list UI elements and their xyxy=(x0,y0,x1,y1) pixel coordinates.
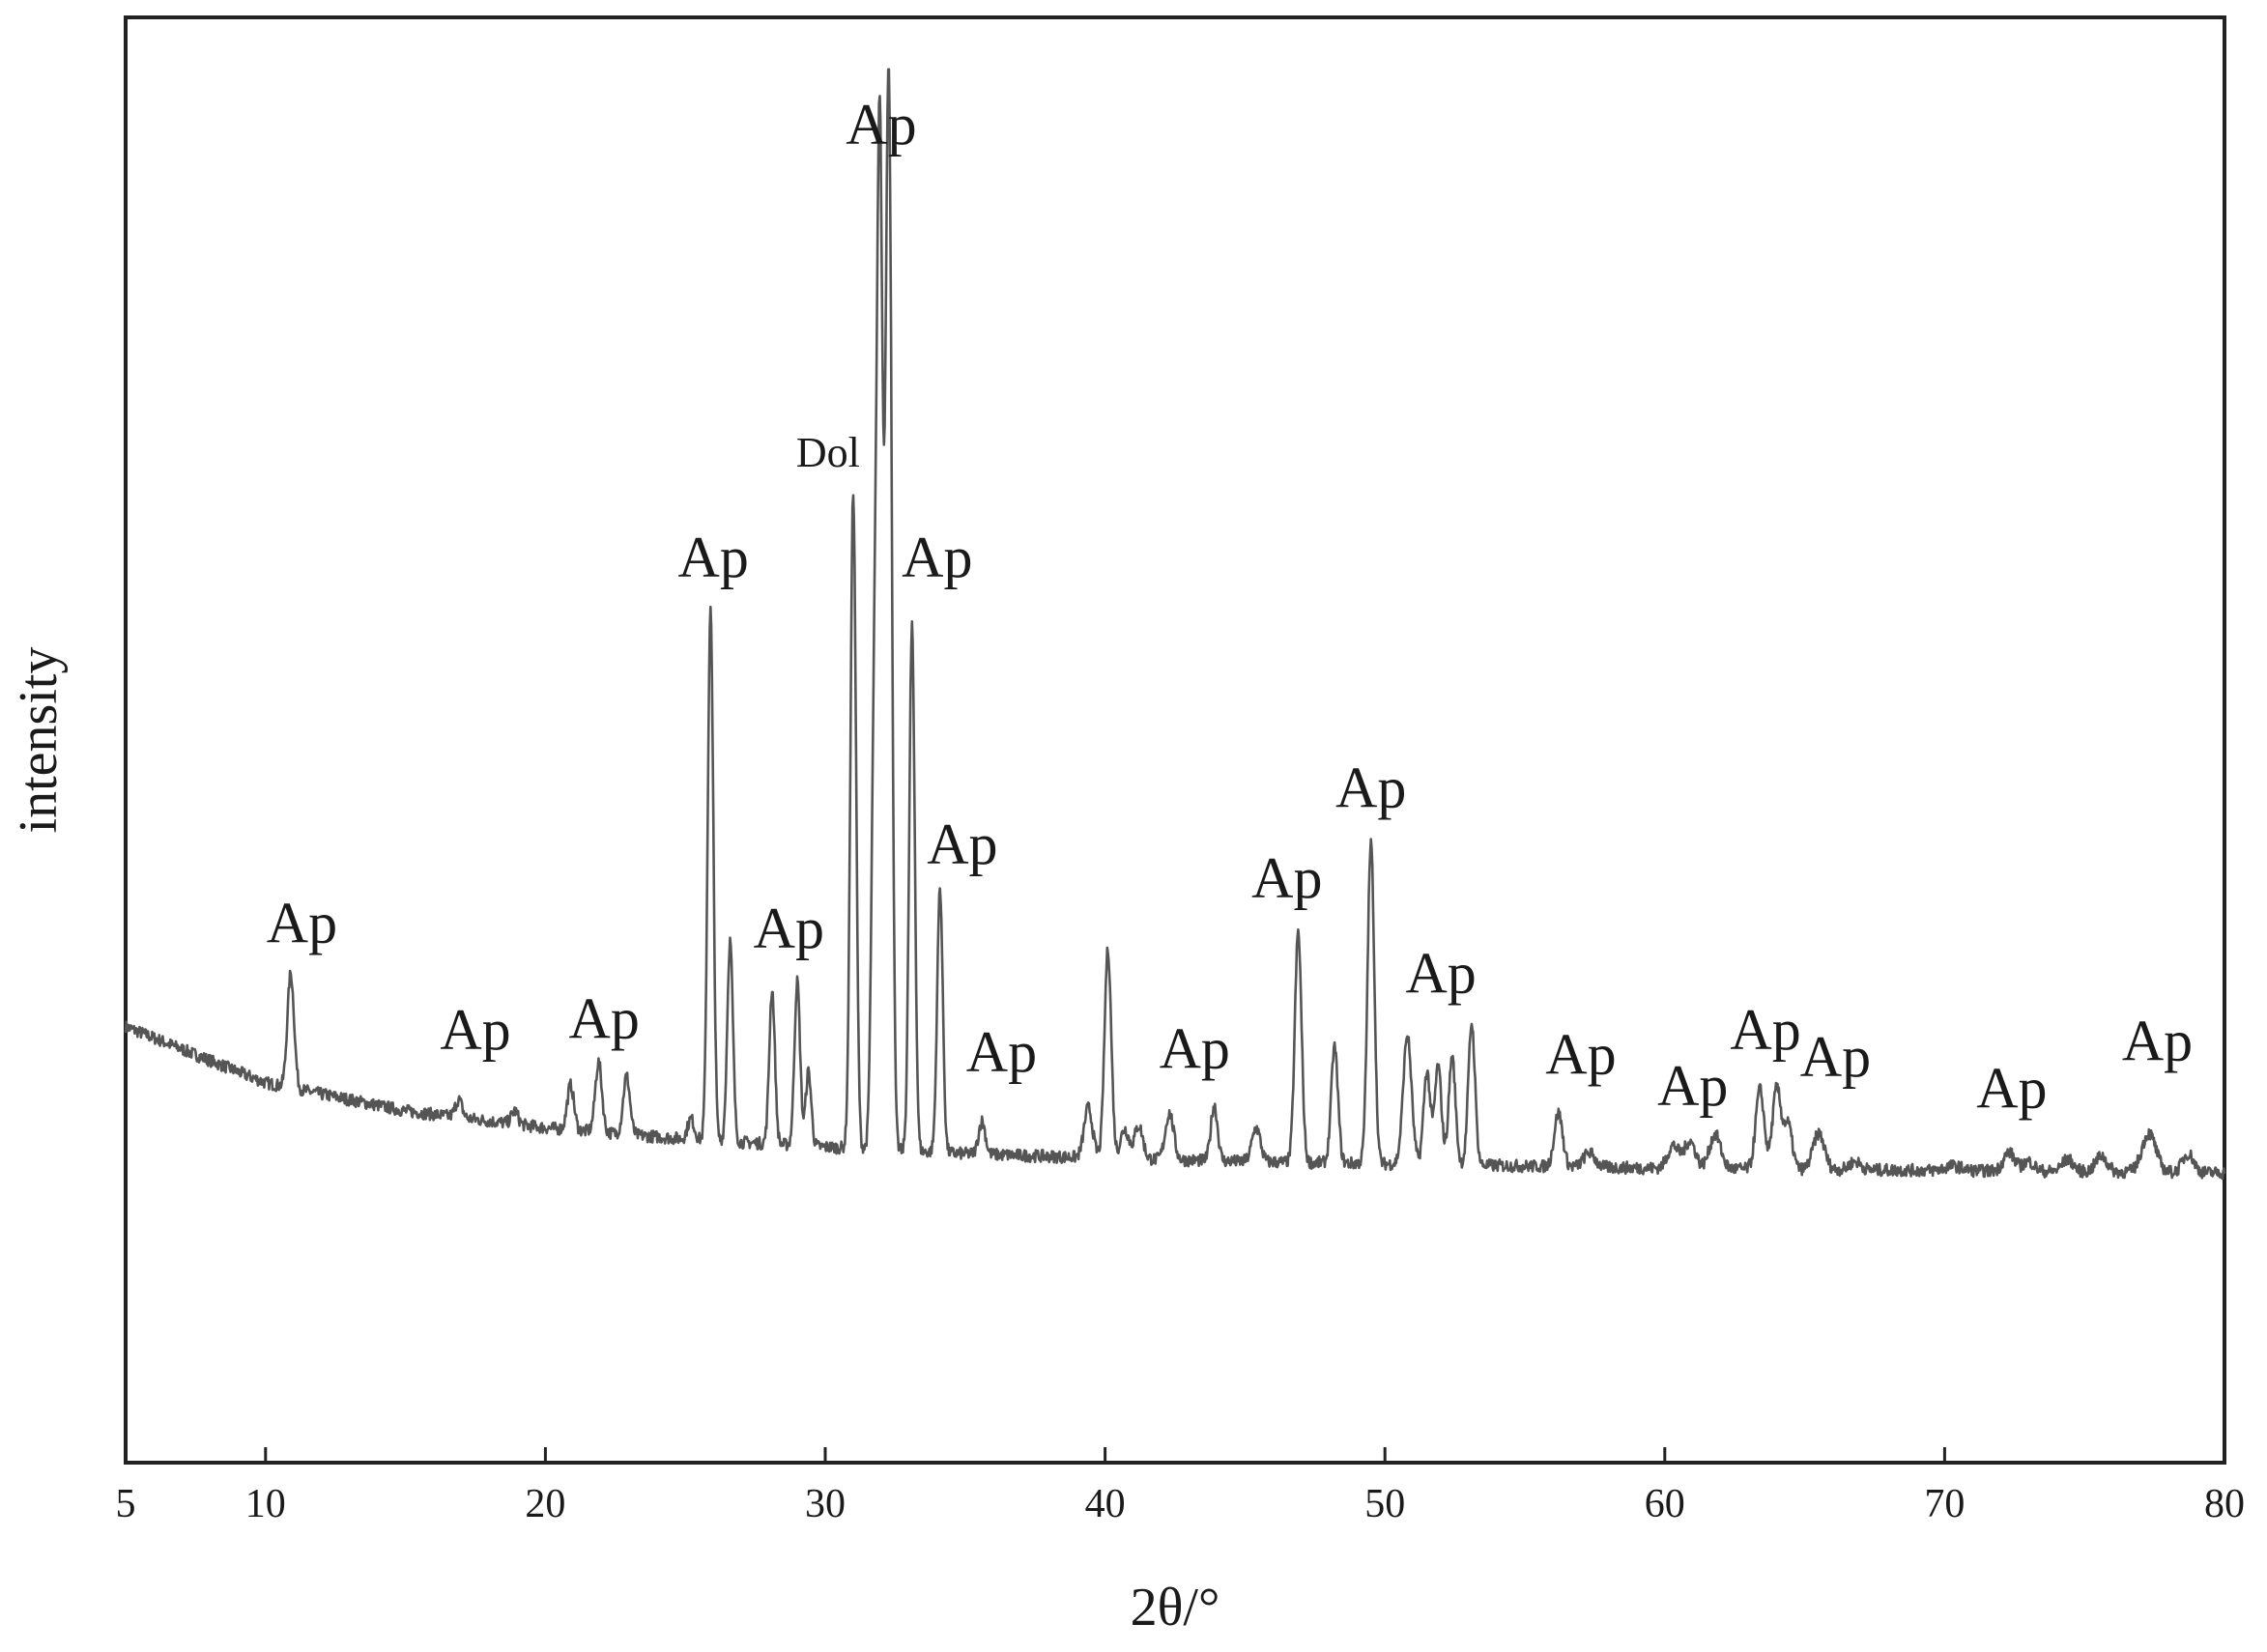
apatite-peak-label: Ap xyxy=(927,812,997,876)
x-tick-label: 60 xyxy=(1645,1482,1685,1526)
apatite-peak-label: Ap xyxy=(1730,998,1800,1062)
apatite-peak-label: Ap xyxy=(1160,1017,1230,1081)
apatite-peak-label: Ap xyxy=(267,891,337,954)
series-line xyxy=(124,68,2226,1181)
x-tick-label: 20 xyxy=(525,1482,565,1526)
x-tick-label: 5 xyxy=(116,1482,136,1526)
x-tick-label: 50 xyxy=(1364,1482,1405,1526)
apatite-peak-label: Ap xyxy=(1545,1023,1616,1087)
apatite-peak-label: Ap xyxy=(1251,846,1322,910)
y-axis-title: intensity xyxy=(9,647,69,834)
apatite-peak-label: Ap xyxy=(569,986,640,1050)
apatite-peak-label: Ap xyxy=(966,1020,1037,1084)
x-tick-label: 10 xyxy=(245,1482,286,1526)
apatite-peak-label: Ap xyxy=(846,93,916,157)
apatite-peak-label: Ap xyxy=(1405,942,1476,1006)
dolomite-peak-label: Dol xyxy=(796,429,860,476)
apatite-peak-label: Ap xyxy=(902,526,972,589)
apatite-peak-label: Ap xyxy=(677,526,748,589)
x-tick-label: 40 xyxy=(1085,1482,1126,1526)
apatite-peak-label: Ap xyxy=(754,897,824,960)
apatite-peak-label: Ap xyxy=(1976,1056,2047,1120)
x-tick-label: 70 xyxy=(1924,1482,1965,1526)
x-tick-label: 30 xyxy=(805,1482,846,1526)
x-axis-title: 2θ/° xyxy=(1131,1578,1220,1638)
apatite-peak-label: Ap xyxy=(1800,1025,1871,1089)
apatite-peak-label: Ap xyxy=(1335,756,1406,820)
apatite-peak-label: Ap xyxy=(440,998,510,1062)
apatite-peak-label: Ap xyxy=(2122,1010,2193,1073)
x-axis: 5 10 20 30 40 50 60 70 80 xyxy=(116,1447,2245,1526)
apatite-peak-label: Ap xyxy=(1657,1054,1728,1118)
plot-area xyxy=(124,68,2226,1181)
x-tick-label: 80 xyxy=(2204,1482,2245,1526)
plot-frame xyxy=(124,15,2226,1465)
